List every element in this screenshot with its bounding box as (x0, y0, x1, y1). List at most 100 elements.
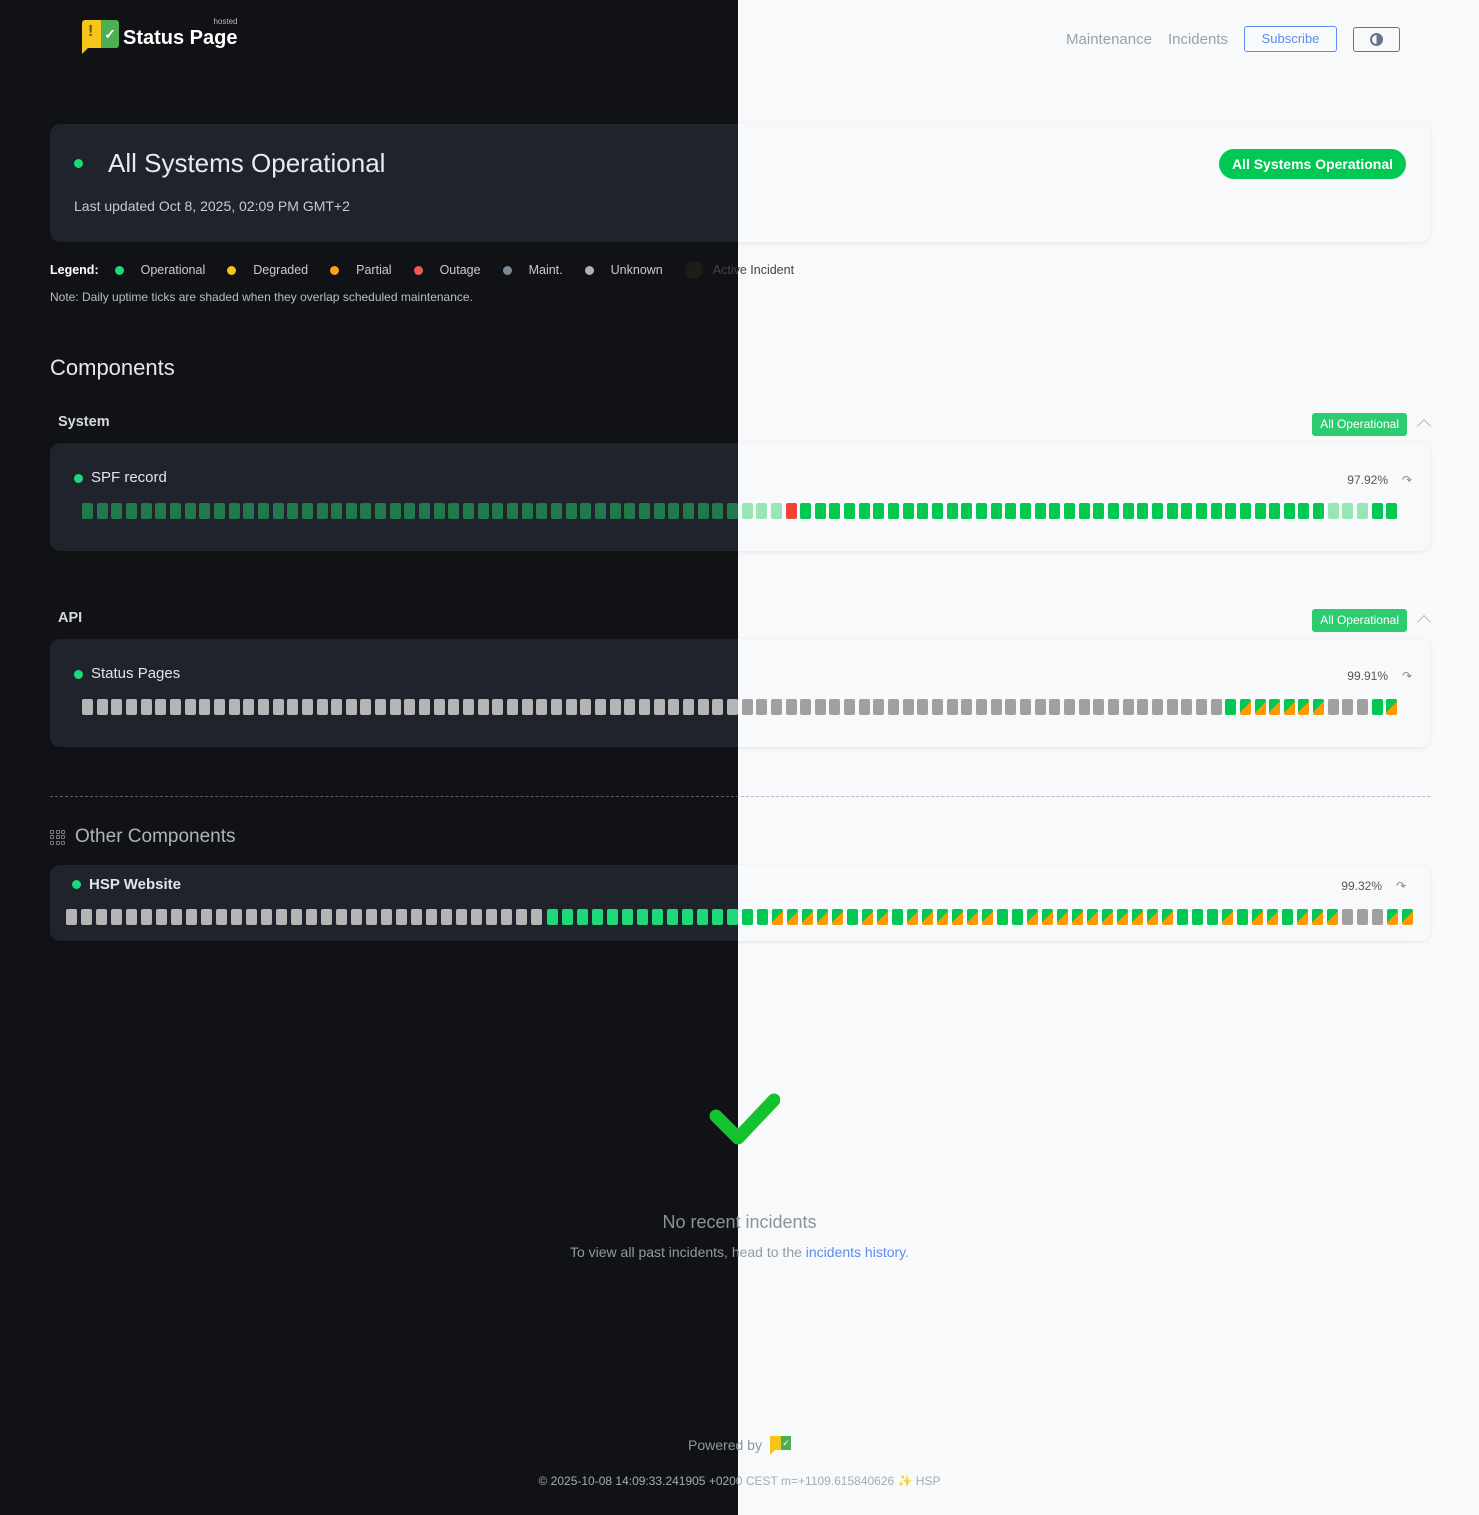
hsp-logo-icon[interactable]: ✓ (769, 1436, 791, 1455)
uptime-day-unknown[interactable] (1063, 699, 1075, 715)
uptime-day-unknown[interactable] (1342, 699, 1354, 715)
uptime-day-operational[interactable] (1283, 503, 1295, 519)
uptime-day-partial[interactable] (771, 909, 783, 925)
uptime-day-unknown[interactable] (624, 699, 636, 715)
uptime-day-operational-maint[interactable] (594, 503, 606, 519)
uptime-day-operational[interactable] (741, 909, 753, 925)
uptime-day-unknown[interactable] (638, 699, 650, 715)
uptime-day-operational-maint[interactable] (638, 503, 650, 519)
uptime-day-operational-maint[interactable] (712, 503, 724, 519)
uptime-day-operational-maint[interactable] (726, 503, 738, 519)
uptime-day-unknown[interactable] (243, 699, 255, 715)
uptime-day-operational-maint[interactable] (389, 503, 401, 519)
uptime-day-operational[interactable] (1192, 909, 1204, 925)
uptime-day-operational[interactable] (1254, 503, 1266, 519)
uptime-day-partial[interactable] (1312, 909, 1324, 925)
uptime-day-operational[interactable] (873, 503, 885, 519)
uptime-day-unknown[interactable] (184, 699, 196, 715)
uptime-day-operational-maint[interactable] (243, 503, 255, 519)
uptime-day-partial[interactable] (1402, 909, 1414, 925)
uptime-day-unknown[interactable] (351, 909, 363, 925)
uptime-day-operational-maint[interactable] (477, 503, 489, 519)
uptime-day-partial[interactable] (1283, 699, 1295, 715)
uptime-day-unknown[interactable] (257, 699, 269, 715)
uptime-day-operational-maint[interactable] (1357, 503, 1369, 519)
uptime-day-partial[interactable] (861, 909, 873, 925)
uptime-day-unknown[interactable] (396, 909, 408, 925)
uptime-day-operational-maint[interactable] (770, 503, 782, 519)
uptime-day-operational[interactable] (891, 909, 903, 925)
uptime-day-unknown[interactable] (316, 699, 328, 715)
uptime-day-unknown[interactable] (96, 699, 108, 715)
uptime-day-unknown[interactable] (360, 699, 372, 715)
uptime-day-unknown[interactable] (169, 699, 181, 715)
uptime-day-operational[interactable] (1207, 909, 1219, 925)
uptime-day-unknown[interactable] (1357, 909, 1369, 925)
uptime-day-partial[interactable] (801, 909, 813, 925)
chevron-up-icon[interactable] (1416, 614, 1432, 630)
refresh-icon[interactable]: ↷ (1401, 669, 1412, 683)
uptime-day-unknown[interactable] (873, 699, 885, 715)
uptime-day-partial[interactable] (1132, 909, 1144, 925)
uptime-day-unknown[interactable] (536, 699, 548, 715)
uptime-day-operational[interactable] (1371, 503, 1383, 519)
refresh-icon[interactable]: ↷ (1401, 473, 1412, 487)
uptime-day-unknown[interactable] (551, 699, 562, 715)
uptime-day-operational[interactable] (651, 909, 663, 925)
uptime-day-operational[interactable] (814, 503, 826, 519)
uptime-day-partial[interactable] (1162, 909, 1174, 925)
uptime-day-operational-maint[interactable] (184, 503, 196, 519)
uptime-day-unknown[interactable] (741, 699, 753, 715)
uptime-day-partial[interactable] (1042, 909, 1054, 925)
uptime-day-operational-maint[interactable] (272, 503, 284, 519)
uptime-day-unknown[interactable] (125, 699, 137, 715)
uptime-day-operational[interactable] (681, 909, 693, 925)
uptime-day-partial[interactable] (1087, 909, 1099, 925)
uptime-day-unknown[interactable] (448, 699, 460, 715)
uptime-day-unknown[interactable] (1166, 699, 1178, 715)
uptime-day-operational-maint[interactable] (653, 503, 665, 519)
uptime-day-unknown[interactable] (82, 699, 93, 715)
uptime-day-unknown[interactable] (814, 699, 826, 715)
uptime-day-operational[interactable] (932, 503, 944, 519)
uptime-day-partial[interactable] (936, 909, 948, 925)
uptime-day-unknown[interactable] (712, 699, 724, 715)
uptime-day-operational[interactable] (846, 909, 858, 925)
uptime-day-outage[interactable] (785, 503, 797, 519)
uptime-day-unknown[interactable] (433, 699, 445, 715)
uptime-day-operational-maint[interactable] (375, 503, 387, 519)
uptime-day-partial[interactable] (1117, 909, 1129, 925)
incidents-history-link[interactable]: incidents history (805, 1244, 906, 1260)
uptime-day-unknown[interactable] (111, 699, 123, 715)
uptime-day-unknown[interactable] (126, 909, 138, 925)
uptime-day-operational-maint[interactable] (507, 503, 519, 519)
uptime-day-unknown[interactable] (507, 699, 519, 715)
uptime-day-unknown[interactable] (155, 699, 167, 715)
uptime-day-operational-maint[interactable] (228, 503, 240, 519)
uptime-day-operational[interactable] (591, 909, 603, 925)
uptime-day-unknown[interactable] (785, 699, 797, 715)
uptime-day-partial[interactable] (951, 909, 963, 925)
uptime-day-operational[interactable] (1049, 503, 1061, 519)
uptime-day-operational[interactable] (976, 503, 988, 519)
uptime-day-unknown[interactable] (336, 909, 348, 925)
uptime-day-partial[interactable] (1327, 909, 1339, 925)
uptime-day-unknown[interactable] (345, 699, 357, 715)
uptime-day-unknown[interactable] (477, 699, 489, 715)
uptime-day-unknown[interactable] (228, 699, 240, 715)
uptime-day-partial[interactable] (1298, 699, 1310, 715)
uptime-day-unknown[interactable] (389, 699, 401, 715)
uptime-day-operational-maint[interactable] (404, 503, 416, 519)
uptime-day-operational[interactable] (902, 503, 914, 519)
uptime-day-operational[interactable] (756, 909, 768, 925)
uptime-day-unknown[interactable] (1357, 699, 1369, 715)
uptime-day-operational[interactable] (1239, 503, 1251, 519)
uptime-day-operational[interactable] (636, 909, 648, 925)
uptime-day-unknown[interactable] (140, 699, 152, 715)
uptime-day-unknown[interactable] (441, 909, 453, 925)
uptime-day-unknown[interactable] (594, 699, 606, 715)
uptime-day-unknown[interactable] (411, 909, 423, 925)
uptime-day-operational[interactable] (1237, 909, 1249, 925)
uptime-day-unknown[interactable] (1137, 699, 1149, 715)
uptime-day-operational-maint[interactable] (360, 503, 372, 519)
